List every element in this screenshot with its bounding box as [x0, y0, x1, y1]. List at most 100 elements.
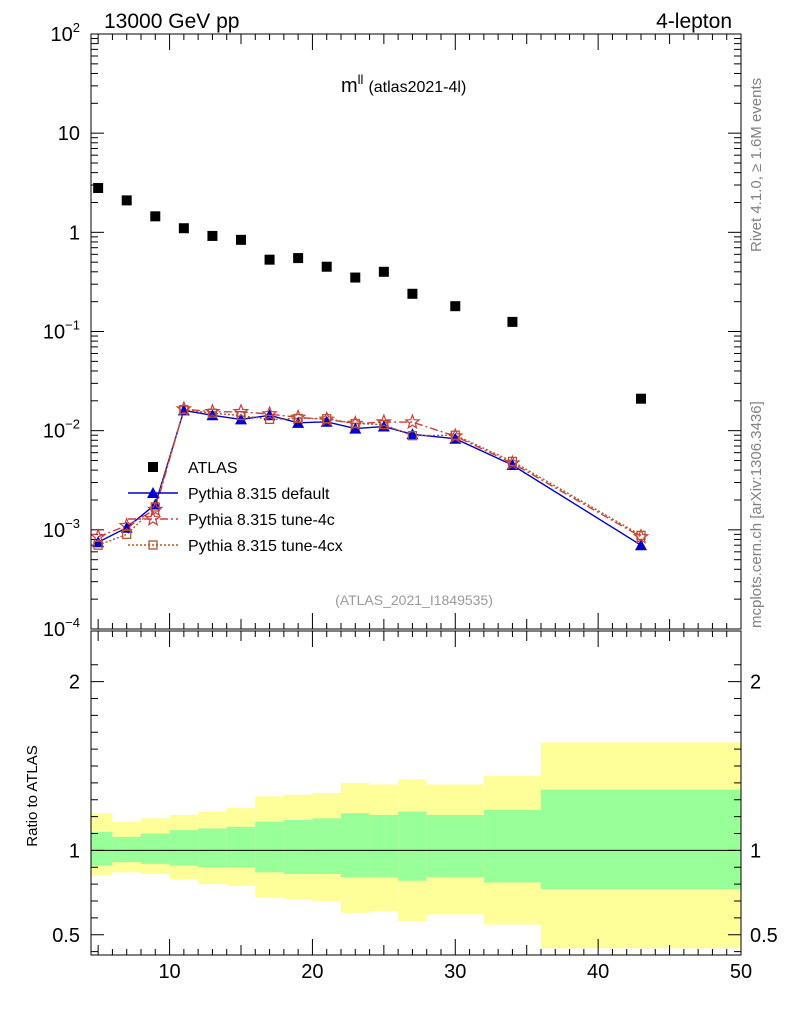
ratio-ytick-label-right-1: 1: [750, 840, 761, 862]
ratio-band-green-0: [91, 831, 113, 866]
atlas-point-1: [121, 195, 132, 206]
series-line-1: [97, 408, 642, 538]
legend-marker-3: [148, 540, 158, 550]
atlas-point-6: [264, 254, 275, 265]
series-0-point-11: [406, 428, 419, 440]
atlas-point-12: [450, 301, 461, 312]
series-2-point-14: [636, 530, 646, 540]
main-ytick-label-2: 1: [69, 222, 80, 244]
atlas-point-4: [207, 230, 218, 241]
ratio-xtick-label-0: 10: [158, 961, 180, 983]
ratio-band-green-10: [369, 814, 399, 878]
ratio-band-green-12: [426, 814, 484, 878]
series-1-point-1: [118, 517, 135, 533]
main-ytick-label-5: 10−3: [43, 516, 80, 542]
ratio-xtick-label-2: 30: [444, 961, 466, 983]
main-ytick-exp-4: −2: [65, 417, 80, 432]
main-ytick-base-3: 10: [43, 322, 65, 344]
ratio-ytick-label-left-2: 2: [69, 672, 80, 694]
legend-marker-1: [147, 487, 159, 498]
legend-label-3: Pythia 8.315 tune-4cx: [188, 538, 343, 555]
ratio-xtick-label-3: 40: [587, 961, 609, 983]
series-2-point-8: [322, 414, 332, 424]
ratio-band-green-14: [541, 789, 741, 890]
series-2-point-10: [379, 419, 389, 430]
main-ytick-exp-0: 2: [73, 20, 80, 35]
ratio-xtick-label-1: 20: [301, 961, 323, 983]
ratio-ylabel: Ratio to ATLAS: [24, 745, 41, 846]
ratio-band-green-4: [198, 828, 227, 868]
ratio-band-green-3: [169, 830, 199, 866]
series-1-point-10: [375, 413, 393, 430]
series-2-point-3: [179, 404, 189, 415]
main-ytick-label-1: 10: [58, 123, 80, 145]
legend-marker-2: [144, 510, 162, 527]
atlas-point-5: [236, 234, 246, 245]
series-1-point-11: [404, 413, 421, 430]
ratio-plot-frame: [90, 630, 742, 956]
main-ytick-label-0: 102: [51, 20, 80, 46]
ratio-ytick-label-left-0: 0.5: [52, 925, 80, 947]
ratio-band-green-9: [341, 813, 370, 878]
mcplots-label: mcplots.cern.ch [arXiv:1306.3436]: [748, 401, 765, 628]
main-ytick-label-6: 10−4: [43, 615, 80, 641]
main-ytick-base-4: 10: [43, 421, 65, 443]
atlas-point-3: [178, 223, 189, 234]
series-2-point-0: [93, 540, 103, 550]
atlas-point-2: [150, 211, 161, 222]
series-2-point-6: [264, 414, 275, 425]
ratio-band-green-7: [283, 820, 313, 874]
main-ytick-exp-3: −1: [65, 318, 80, 333]
legend-label-0: ATLAS: [188, 460, 238, 477]
series-1-point-9: [347, 414, 364, 431]
main-ytick-exp-6: −4: [65, 615, 80, 630]
legend-marker-0: [148, 462, 158, 472]
main-ytick-base-5: 10: [43, 520, 65, 542]
series-0-point-14: [635, 539, 647, 551]
ratio-band-green-1: [112, 836, 141, 863]
header-right: 4-lepton: [656, 10, 732, 33]
ratio-xtick-label-4: 50: [730, 961, 752, 983]
ratio-ytick-label-right-2: 2: [750, 672, 761, 694]
title-suffix: (atlas2021-4l): [368, 79, 466, 96]
atlas-point-7: [293, 253, 304, 264]
series-0-point-13: [506, 459, 519, 471]
series-1-point-6: [261, 405, 278, 422]
ratio-band-green-11: [398, 811, 427, 881]
series-1-point-3: [175, 400, 193, 417]
series-1-point-13: [504, 454, 521, 471]
atlas-point-9: [350, 272, 361, 283]
ratio-band-green-2: [141, 833, 170, 864]
rivet-label: Rivet 4.1.0, ≥ 1.6M events: [748, 78, 765, 252]
series-line-2: [97, 408, 642, 546]
ratio-band-green-13: [483, 809, 541, 883]
atlas-point-10: [378, 266, 389, 277]
atlas-point-14: [636, 393, 646, 404]
series-1-point-5: [232, 403, 250, 419]
series-2-point-7: [293, 413, 303, 424]
ratio-band-green-5: [226, 826, 256, 868]
main-ytick-exp-5: −3: [65, 516, 80, 531]
ratio-band-green-8: [312, 818, 341, 874]
legend-label-2: Pythia 8.315 tune-4c: [188, 512, 335, 529]
header-left: 13000 GeV pp: [104, 10, 239, 33]
ratio-ytick-label-left-1: 1: [69, 840, 80, 862]
series-1-point-4: [204, 403, 221, 419]
ratio-ytick-label-right-0: 0.5: [750, 925, 778, 947]
series-2-point-9: [350, 418, 360, 429]
main-ytick-base-0: 10: [51, 24, 73, 46]
series-0-point-5: [235, 413, 247, 425]
main-ytick-base-6: 10: [43, 619, 65, 641]
series-2-point-2: [150, 502, 160, 512]
analysis-watermark: (ATLAS_2021_I1849535): [335, 592, 493, 608]
series-2-point-11: [407, 431, 418, 441]
series-2-point-12: [450, 430, 460, 440]
series-line-0: [97, 409, 642, 546]
atlas-point-11: [407, 288, 418, 299]
series-1-point-0: [89, 528, 107, 544]
main-ytick-base-2: 1: [69, 222, 80, 244]
main-ytick-label-4: 10−2: [43, 417, 80, 443]
atlas-point-8: [321, 261, 332, 272]
atlas-point-13: [507, 316, 518, 327]
